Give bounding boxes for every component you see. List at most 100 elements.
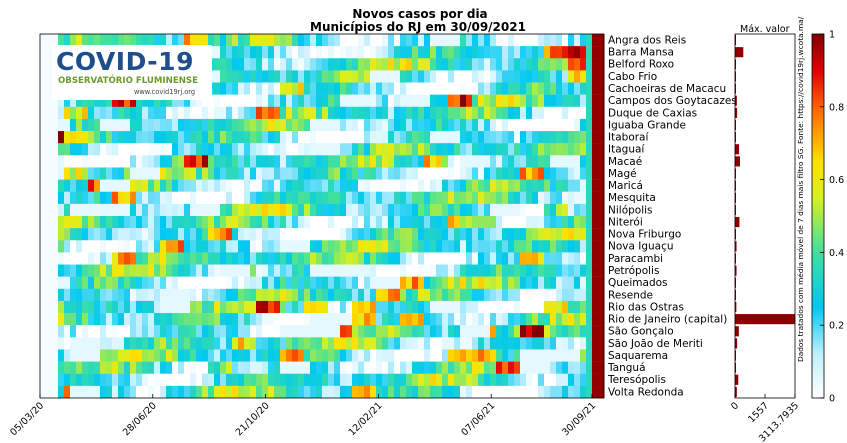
heatmap-cell bbox=[472, 276, 479, 289]
heatmap-cell bbox=[76, 34, 83, 47]
heatmap-cell bbox=[568, 373, 575, 387]
heatmap-cell bbox=[298, 276, 305, 289]
heatmap-cell bbox=[184, 288, 191, 302]
heatmap-cell bbox=[142, 325, 149, 338]
heatmap-cell bbox=[166, 325, 173, 338]
heatmap-cell bbox=[436, 337, 443, 350]
heatmap-cell bbox=[232, 58, 239, 71]
heatmap-cell bbox=[550, 337, 557, 350]
heatmap-cell bbox=[100, 313, 107, 326]
heatmap-cell bbox=[274, 385, 281, 399]
heatmap-cell bbox=[382, 276, 389, 289]
heatmap-cell bbox=[340, 191, 347, 205]
heatmap-cell bbox=[352, 34, 359, 47]
heatmap-cell bbox=[88, 167, 95, 180]
heatmap-cell bbox=[502, 361, 509, 374]
heatmap-cell bbox=[430, 373, 437, 387]
heatmap-cell bbox=[592, 143, 599, 156]
heatmap-cell bbox=[400, 203, 407, 217]
heatmap-cell bbox=[208, 264, 215, 277]
heatmap-cell bbox=[52, 118, 59, 132]
heatmap-cell bbox=[244, 143, 251, 156]
x-tick-label: 21/10/20 bbox=[234, 400, 272, 438]
heatmap-cell bbox=[100, 252, 107, 265]
heatmap-cell bbox=[352, 240, 359, 253]
heatmap-cell bbox=[250, 276, 257, 289]
heatmap-cell bbox=[100, 240, 107, 253]
heatmap-cell bbox=[460, 34, 467, 47]
heatmap-cell bbox=[190, 179, 197, 192]
heatmap-cell bbox=[436, 131, 443, 144]
heatmap-cell bbox=[238, 264, 245, 277]
heatmap-cell bbox=[520, 82, 527, 95]
heatmap-cell bbox=[40, 58, 47, 71]
heatmap-cell bbox=[364, 143, 371, 156]
heatmap-cell bbox=[562, 276, 569, 289]
heatmap-cell bbox=[172, 191, 179, 205]
heatmap-cell bbox=[286, 155, 293, 168]
heatmap-cell bbox=[364, 240, 371, 253]
heatmap-cell bbox=[412, 276, 419, 289]
heatmap-cell bbox=[82, 373, 89, 387]
heatmap-cell bbox=[376, 34, 383, 47]
heatmap-cell bbox=[376, 228, 383, 241]
heatmap-cell bbox=[280, 70, 287, 83]
heatmap-cell bbox=[586, 58, 593, 71]
heatmap-cell bbox=[208, 252, 215, 265]
heatmap-cell bbox=[514, 276, 521, 289]
heatmap-cell bbox=[436, 276, 443, 289]
heatmap-cell bbox=[250, 70, 257, 83]
heatmap-cell bbox=[262, 155, 269, 168]
heatmap-cell bbox=[586, 361, 593, 374]
heatmap-cell bbox=[532, 155, 539, 168]
heatmap-cell bbox=[220, 203, 227, 217]
heatmap-cell bbox=[94, 216, 101, 229]
heatmap-cell bbox=[574, 34, 581, 47]
heatmap-cell bbox=[412, 191, 419, 205]
heatmap-cell bbox=[370, 70, 377, 83]
max-value-bar bbox=[735, 386, 737, 397]
heatmap-cell bbox=[274, 94, 281, 107]
heatmap-cell bbox=[442, 203, 449, 217]
heatmap-cell bbox=[232, 94, 239, 107]
heatmap-cell bbox=[484, 191, 491, 205]
heatmap-cell bbox=[562, 94, 569, 107]
heatmap-cell bbox=[490, 228, 497, 241]
heatmap-cell bbox=[202, 203, 209, 217]
heatmap-cell bbox=[142, 276, 149, 289]
heatmap-cell bbox=[232, 288, 239, 302]
heatmap-cell bbox=[502, 155, 509, 168]
heatmap-cell bbox=[478, 252, 485, 265]
heatmap-cell bbox=[568, 361, 575, 374]
heatmap-cell bbox=[580, 58, 587, 71]
heatmap-cell bbox=[310, 106, 317, 120]
heatmap-cell bbox=[40, 337, 47, 350]
heatmap-cell bbox=[544, 288, 551, 302]
heatmap-cell bbox=[538, 300, 545, 314]
heatmap-cell bbox=[358, 361, 365, 374]
heatmap-cell bbox=[250, 82, 257, 95]
heatmap-cell bbox=[412, 70, 419, 83]
heatmap-cell bbox=[448, 300, 455, 314]
heatmap-cell bbox=[376, 313, 383, 326]
heatmap-cell bbox=[412, 155, 419, 168]
heatmap-cell bbox=[292, 131, 299, 144]
heatmap-cell bbox=[466, 70, 473, 83]
heatmap-cell bbox=[586, 252, 593, 265]
heatmap-cell bbox=[418, 179, 425, 192]
heatmap-cell bbox=[448, 349, 455, 362]
heatmap-cell bbox=[100, 276, 107, 289]
heatmap-cell bbox=[304, 349, 311, 362]
heatmap-cell bbox=[484, 361, 491, 374]
heatmap-cell bbox=[370, 46, 377, 59]
heatmap-cell bbox=[592, 131, 599, 144]
heatmap-cell bbox=[436, 179, 443, 192]
heatmap-cell bbox=[388, 216, 395, 229]
heatmap-cell bbox=[268, 203, 275, 217]
heatmap-cell bbox=[82, 167, 89, 180]
heatmap-cell bbox=[442, 300, 449, 314]
heatmap-cell bbox=[556, 131, 563, 144]
heatmap-cell bbox=[394, 385, 401, 399]
heatmap-cell bbox=[292, 106, 299, 120]
heatmap-cell bbox=[550, 58, 557, 71]
